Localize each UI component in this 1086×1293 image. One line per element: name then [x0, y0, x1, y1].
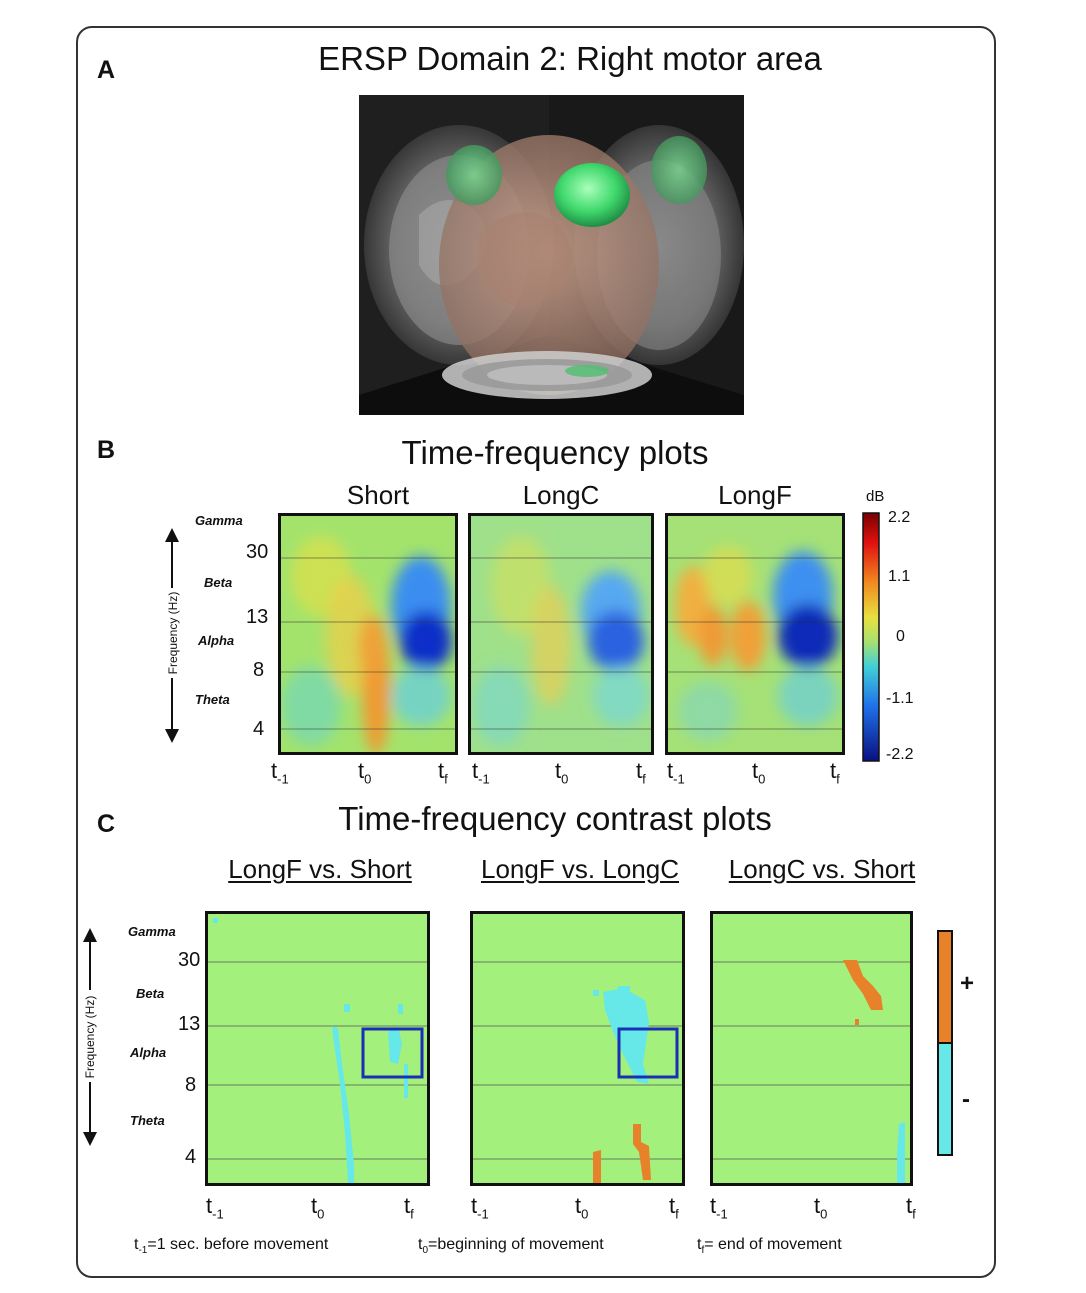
colorbar-tick-low: -1.1	[886, 690, 914, 707]
panel-c-tick-8: 8	[185, 1074, 197, 1096]
panel-b-letter: B	[97, 436, 116, 464]
panel-b-title: Time-frequency plots	[401, 434, 709, 471]
colorbar-tick-zero: 0	[896, 628, 905, 645]
tf-plot-longf	[665, 513, 845, 755]
panel-c-band-alpha: Alpha	[130, 1045, 167, 1060]
c3-tick-tm1: t-1	[710, 1193, 728, 1222]
panel-c-tick-4: 4	[185, 1146, 197, 1168]
c2-tick-t0: t0	[575, 1193, 589, 1222]
panel-b-tick-8: 8	[253, 659, 265, 681]
panel-c-y-axis-label: Frequency (Hz)	[83, 995, 97, 1079]
panel-a-title: ERSP Domain 2: Right motor area	[318, 40, 822, 77]
b1-tick-t0: t0	[358, 758, 372, 787]
colorbar-tick-high: 1.1	[888, 568, 911, 585]
tf-plot-longc	[468, 513, 654, 755]
contrast-plot-longf-short	[205, 911, 430, 1186]
colorbar-unit: dB	[866, 488, 885, 505]
b1-tick-tm1: t-1	[271, 758, 289, 787]
contrast-plot-longf-longc	[470, 911, 685, 1186]
panel-c-band-theta: Theta	[130, 1113, 165, 1128]
legend-plus-label: +	[960, 970, 975, 997]
footnote-tf: tf= end of movement	[697, 1236, 842, 1257]
panel-c-band-beta: Beta	[136, 986, 165, 1001]
b2-tick-t0: t0	[555, 758, 569, 787]
footnote-t-minus1: t-1=1 sec. before movement	[134, 1236, 329, 1257]
panel-a-letter: A	[97, 56, 116, 84]
b1-tick-tf: tf	[438, 758, 448, 787]
c1-tick-tf: tf	[404, 1193, 414, 1222]
panel-b-tick-4: 4	[253, 718, 265, 740]
footnote-t0: t0=beginning of movement	[418, 1236, 604, 1257]
legend-minus-label: -	[962, 1086, 970, 1113]
b2-tick-tf: tf	[636, 758, 646, 787]
brain-3d-render	[359, 95, 744, 415]
b2-tick-tm1: t-1	[472, 758, 490, 787]
panel-b-plot-title-short: Short	[346, 480, 410, 510]
panel-c-title: Time-frequency contrast plots	[338, 800, 772, 837]
panel-b-band-theta: Theta	[195, 692, 230, 707]
contrast-title-longc-short: LongC vs. Short	[728, 854, 916, 884]
panel-b-band-gamma: Gamma	[195, 513, 243, 528]
panel-c-frequency-arrow	[83, 928, 97, 1146]
b3-tick-tm1: t-1	[667, 758, 685, 787]
contrast-title-longf-short: LongF vs. Short	[228, 854, 412, 884]
colorbar-tick-max: 2.2	[888, 509, 911, 526]
panel-c-tick-13: 13	[178, 1013, 201, 1035]
panel-c-band-gamma: Gamma	[128, 924, 176, 939]
c1-tick-tm1: t-1	[206, 1193, 224, 1222]
b3-tick-tf: tf	[830, 758, 840, 787]
panel-c-letter: C	[97, 810, 116, 838]
colorbar-tick-min: -2.2	[886, 746, 914, 763]
panel-b-y-axis-label: Frequency (Hz)	[166, 591, 180, 675]
c3-tick-t0: t0	[814, 1193, 828, 1222]
c2-tick-tf: tf	[669, 1193, 679, 1222]
panel-c-tick-30: 30	[178, 949, 201, 971]
figure-frame	[76, 26, 996, 1278]
c3-tick-tf: tf	[906, 1193, 916, 1222]
legend-plus-swatch	[937, 930, 953, 1044]
panel-b-plot-title-longf: LongF	[718, 480, 792, 510]
panel-b-tick-13: 13	[246, 606, 269, 628]
colorbar	[862, 512, 880, 762]
c2-tick-tm1: t-1	[471, 1193, 489, 1222]
b3-tick-t0: t0	[752, 758, 766, 787]
panel-b-frequency-arrow	[165, 528, 179, 743]
tf-plot-short	[278, 513, 458, 755]
contrast-plot-longc-short	[710, 911, 913, 1186]
panel-b-band-alpha: Alpha	[198, 633, 235, 648]
panel-b-plot-title-longc: LongC	[522, 480, 600, 510]
c1-tick-t0: t0	[311, 1193, 325, 1222]
panel-b-tick-30: 30	[246, 541, 269, 563]
panel-b-band-beta: Beta	[204, 575, 233, 590]
legend-minus-swatch	[937, 1042, 953, 1156]
contrast-title-longf-longc: LongF vs. LongC	[480, 854, 679, 884]
